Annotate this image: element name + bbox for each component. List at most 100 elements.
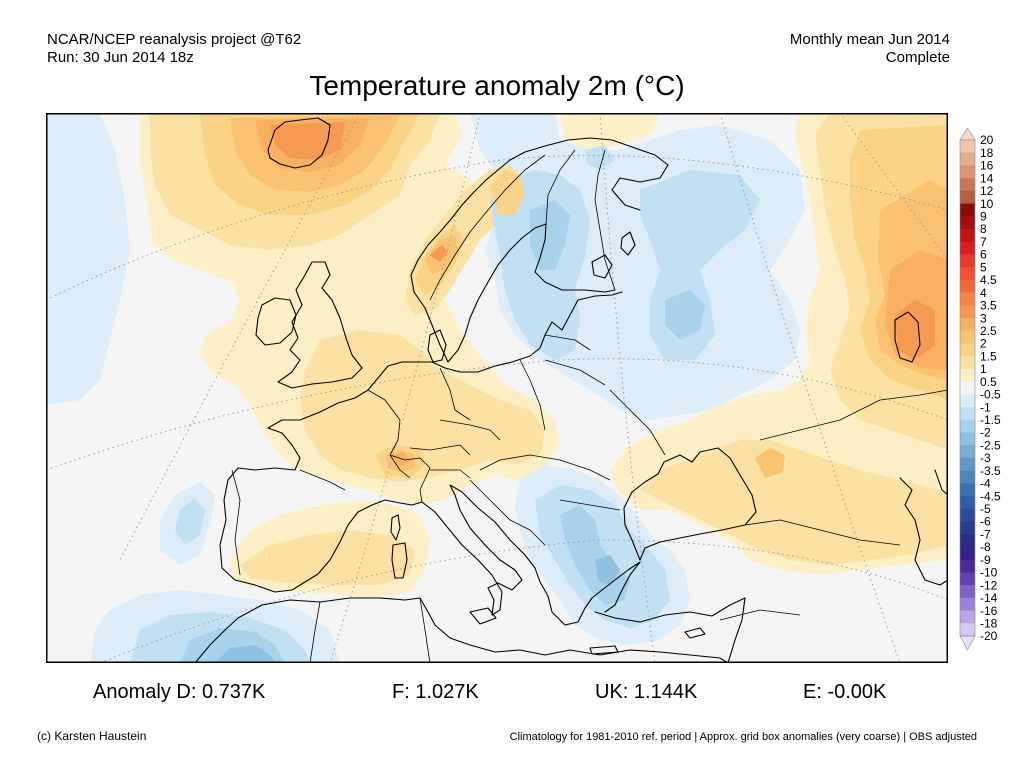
warm-area-aral-peak <box>895 300 935 360</box>
coastline-black-sea <box>623 447 757 561</box>
colorbar-label: -14 <box>980 591 998 605</box>
colorbar-segment <box>960 152 975 166</box>
colorbar-segment <box>960 165 975 179</box>
coastline-caspian <box>899 477 948 586</box>
cool-area-white-sea <box>585 145 615 170</box>
colorbar-label: -9 <box>980 553 991 567</box>
colorbar-segment <box>960 305 975 319</box>
stat-anomaly-f: F: 1.027K <box>392 680 479 704</box>
run-time: Run: 30 Jun 2014 18z <box>47 49 194 66</box>
colorbar-segment <box>960 534 975 548</box>
colorbar-segment <box>960 140 975 154</box>
period: Monthly mean Jun 2014 <box>789 31 950 48</box>
graticule-line <box>719 113 901 663</box>
colorbar-label: 9 <box>980 210 987 224</box>
stat-label: UK: <box>595 681 629 703</box>
border-line <box>744 519 901 546</box>
anomaly-map <box>46 113 948 663</box>
colorbar-segment <box>960 445 975 459</box>
data-source: NCAR/NCEP reanalysis project @T62 <box>47 31 302 48</box>
colorbar-segment <box>960 407 975 421</box>
coastline-iberia <box>219 467 423 593</box>
warm-area-norway-peak <box>430 245 448 262</box>
colorbar-segment <box>960 572 975 586</box>
colorbar-segment <box>960 610 975 624</box>
warm-area-ukraine-spot <box>755 448 785 478</box>
colorbar-label: -18 <box>980 616 998 630</box>
coastline-west-europe <box>237 291 623 471</box>
border-line <box>544 359 606 386</box>
colorbar-label: 4 <box>980 286 987 300</box>
colorbar-segment <box>960 496 975 510</box>
colorbar-label: 16 <box>980 159 994 173</box>
coastline-great-britain <box>277 261 363 389</box>
colorbar-label: 1 <box>980 362 987 376</box>
warm-area-ukraine <box>640 440 948 565</box>
cool-area-russia-core <box>665 290 705 340</box>
copyright-credit: (c) Karsten Haustein <box>37 729 147 743</box>
colorbar-label: 7 <box>980 235 987 249</box>
colorbar-segment <box>960 559 975 573</box>
colorbar-segment <box>960 254 975 268</box>
border-line <box>429 154 546 301</box>
colorbar-segment <box>960 419 975 433</box>
stat-anomaly-e: E: -0.00K <box>803 680 886 704</box>
border-line <box>439 419 501 441</box>
colorbar-segment <box>960 279 975 293</box>
cool-area-aegean-min <box>595 555 620 585</box>
coastline-corsica <box>390 514 401 541</box>
stat-label: E: <box>803 681 822 703</box>
colorbar-label: -3.5 <box>980 464 1001 478</box>
colorbar-segment <box>960 356 975 370</box>
cool-area-west-atlantic <box>46 113 130 405</box>
colorbar-segment <box>960 597 975 611</box>
colorbar-label: -5 <box>980 502 991 516</box>
colorbar-label: -6 <box>980 515 991 529</box>
coastline-turkey-south <box>594 597 746 663</box>
stat-anomaly-d: Anomaly D: 0.737K <box>93 680 265 704</box>
warm-area-barents <box>560 113 660 150</box>
warm-area-alps-max <box>392 452 410 467</box>
map-title: Temperature anomaly 2m (°C) <box>309 70 685 101</box>
colorbar-label: -20 <box>980 629 998 643</box>
colorbar-legend: 201816141210987654.543.532.521.510.5-0.5… <box>959 127 1001 651</box>
colorbar-label: 20 <box>980 133 994 147</box>
colorbar-label: -2.5 <box>980 438 1001 452</box>
cool-area-africa-min <box>215 645 275 663</box>
border-line <box>231 469 241 576</box>
colorbar-segment <box>960 229 975 243</box>
stat-anomaly-uk: UK: 1.144K <box>595 680 697 704</box>
stat-label: F: <box>392 681 410 703</box>
border-line <box>419 597 431 663</box>
warm-area-med-inner <box>240 530 415 585</box>
colorbar-segment <box>960 203 975 217</box>
colorbar-label: -16 <box>980 604 998 618</box>
colorbar-label: 4.5 <box>980 273 997 287</box>
colorbar-segment <box>960 432 975 446</box>
colorbar-segment <box>960 470 975 484</box>
border-line <box>559 499 621 511</box>
completion-status: Complete <box>885 49 950 66</box>
border-line <box>609 389 666 456</box>
border-line <box>299 469 346 491</box>
coastline-north-africa <box>194 597 729 663</box>
colorbar-segment <box>960 318 975 332</box>
border-line <box>759 389 948 441</box>
coastline-denmark <box>427 329 447 363</box>
colorbar-label: -3 <box>980 451 991 465</box>
colorbar-label: -8 <box>980 540 991 554</box>
colorbar-label: -10 <box>980 566 998 580</box>
border-line <box>409 444 471 456</box>
colorbar-label: -0.5 <box>980 388 1001 402</box>
border-line <box>367 389 411 479</box>
cool-area-finland-core <box>530 200 570 270</box>
warm-area-lapland <box>490 170 525 215</box>
border-line <box>309 601 321 663</box>
colorbar-segment <box>960 508 975 522</box>
colorbar-label: 3.5 <box>980 299 997 313</box>
graticule-line <box>119 113 361 561</box>
colorbar-label: -7 <box>980 527 991 541</box>
stat-value: 1.027K <box>415 681 479 703</box>
stat-value: -0.00K <box>827 681 887 703</box>
colorbar-segment <box>960 585 975 599</box>
